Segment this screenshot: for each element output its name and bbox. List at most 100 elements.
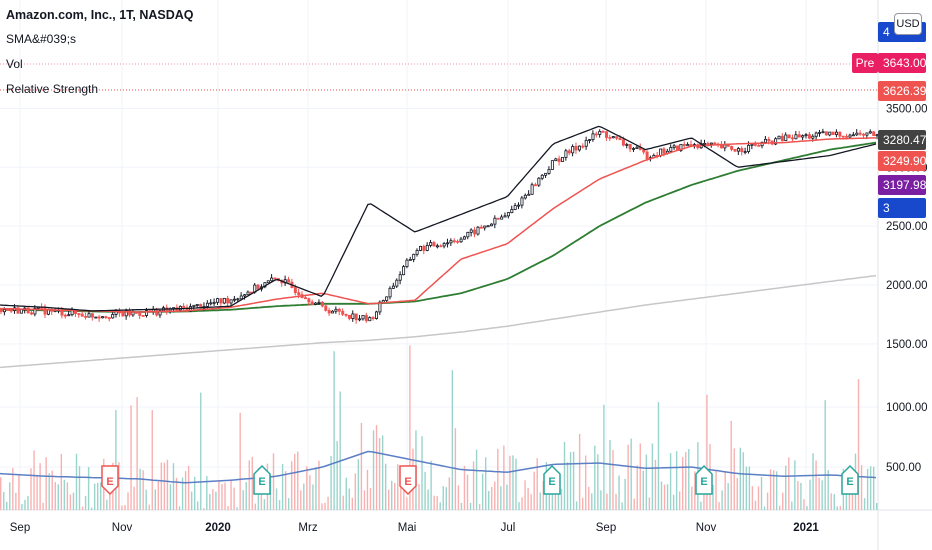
candle-body [331,310,335,314]
indicator-vol-label[interactable]: Vol [6,57,23,71]
volume-bar [688,449,690,510]
volume-bar [733,448,735,510]
candle-body [594,133,598,136]
earnings-marker [841,464,859,495]
volume-bar [263,499,266,510]
volume-bar [472,461,475,510]
volume-bar [287,498,290,510]
candle-body [723,144,727,149]
volume-bar [763,506,766,510]
volume-bar [63,479,66,510]
candle-body [838,131,842,137]
volume-bar [812,453,814,510]
volume-bar [581,497,584,510]
volume-bar [527,488,529,510]
volume-bar [400,468,402,510]
volume-bar [36,475,38,510]
volume-bar [418,484,420,510]
volume-bar [300,490,302,510]
indicator-rs-label[interactable]: Relative Strength [6,82,99,96]
candle-body [713,142,717,145]
candle-body [818,132,822,134]
earnings-marker [695,464,713,495]
candle-body [67,314,71,317]
x-axis-tick-label: 2021 [793,522,819,534]
candle-body [547,169,551,174]
candle-body [347,314,351,319]
volume-bar [100,482,102,510]
candle-body [395,279,399,287]
candle-body [33,308,37,315]
candle-body [452,240,456,243]
volume-bar [0,477,2,510]
volume-bar [221,484,223,510]
candle-body [266,280,270,284]
volume-bar [430,460,432,510]
candle-body [662,148,666,154]
candle-body [561,156,565,162]
candle-body [804,134,808,137]
candle-body [219,298,223,304]
volume-bar [148,504,150,510]
y-axis-tick-label: 2000.00 [886,280,928,292]
volume-bar [615,493,617,510]
sma-mid-line [0,141,877,314]
candle-body [320,301,324,307]
volume-bar [142,470,144,510]
volume-bar [87,467,90,510]
volume-bar [312,484,314,510]
volume-bar [839,505,842,510]
candle-body [780,135,784,142]
volume-bar [93,483,96,510]
volume-bar [666,484,669,510]
candle-body [506,212,510,217]
candle-body [243,294,247,297]
volume-bar [727,482,729,510]
volume-bar [788,457,790,510]
indicator-sma-label[interactable]: SMA&#039;s [6,32,77,46]
volume-bar [685,452,687,510]
volume-bar [391,480,393,510]
candle-body [621,139,625,146]
volume-bar [524,480,526,510]
candle-body [625,144,629,146]
candle-body [577,145,581,151]
candle-body [158,310,162,316]
candle-body [84,315,88,318]
volume-bar [603,404,605,510]
x-axis-tick-label: Sep [596,522,616,534]
volume-bar [45,457,47,510]
volume-bar [115,410,117,510]
volume-bar [818,477,820,510]
volume-bar [660,481,663,510]
currency-button[interactable]: USD [894,13,922,35]
candle-body [2,309,6,313]
candle-body [669,147,673,152]
volume-bar [69,494,72,510]
candle-body [232,298,236,301]
earnings-marker [101,465,119,496]
candle-body [212,301,216,304]
volume-bar [491,487,493,510]
candle-body [584,139,588,147]
candle-body [304,297,308,300]
candle-body [462,236,466,240]
volume-bar [448,477,451,510]
candle-body [378,301,382,313]
volume-bar [318,460,320,510]
volume-bar [463,465,466,510]
candle-body [611,136,615,139]
candle-body [375,311,379,319]
volume-bar [575,501,578,510]
candle-body [422,245,426,251]
candle-body [104,316,108,319]
candle-body [851,134,855,137]
candle-body [216,298,220,303]
candle-body [814,132,818,137]
volume-bar [748,466,751,510]
candle-body [862,133,866,136]
volume-bar [572,451,575,510]
volume-bar [648,497,651,510]
volume-bar [3,491,5,510]
